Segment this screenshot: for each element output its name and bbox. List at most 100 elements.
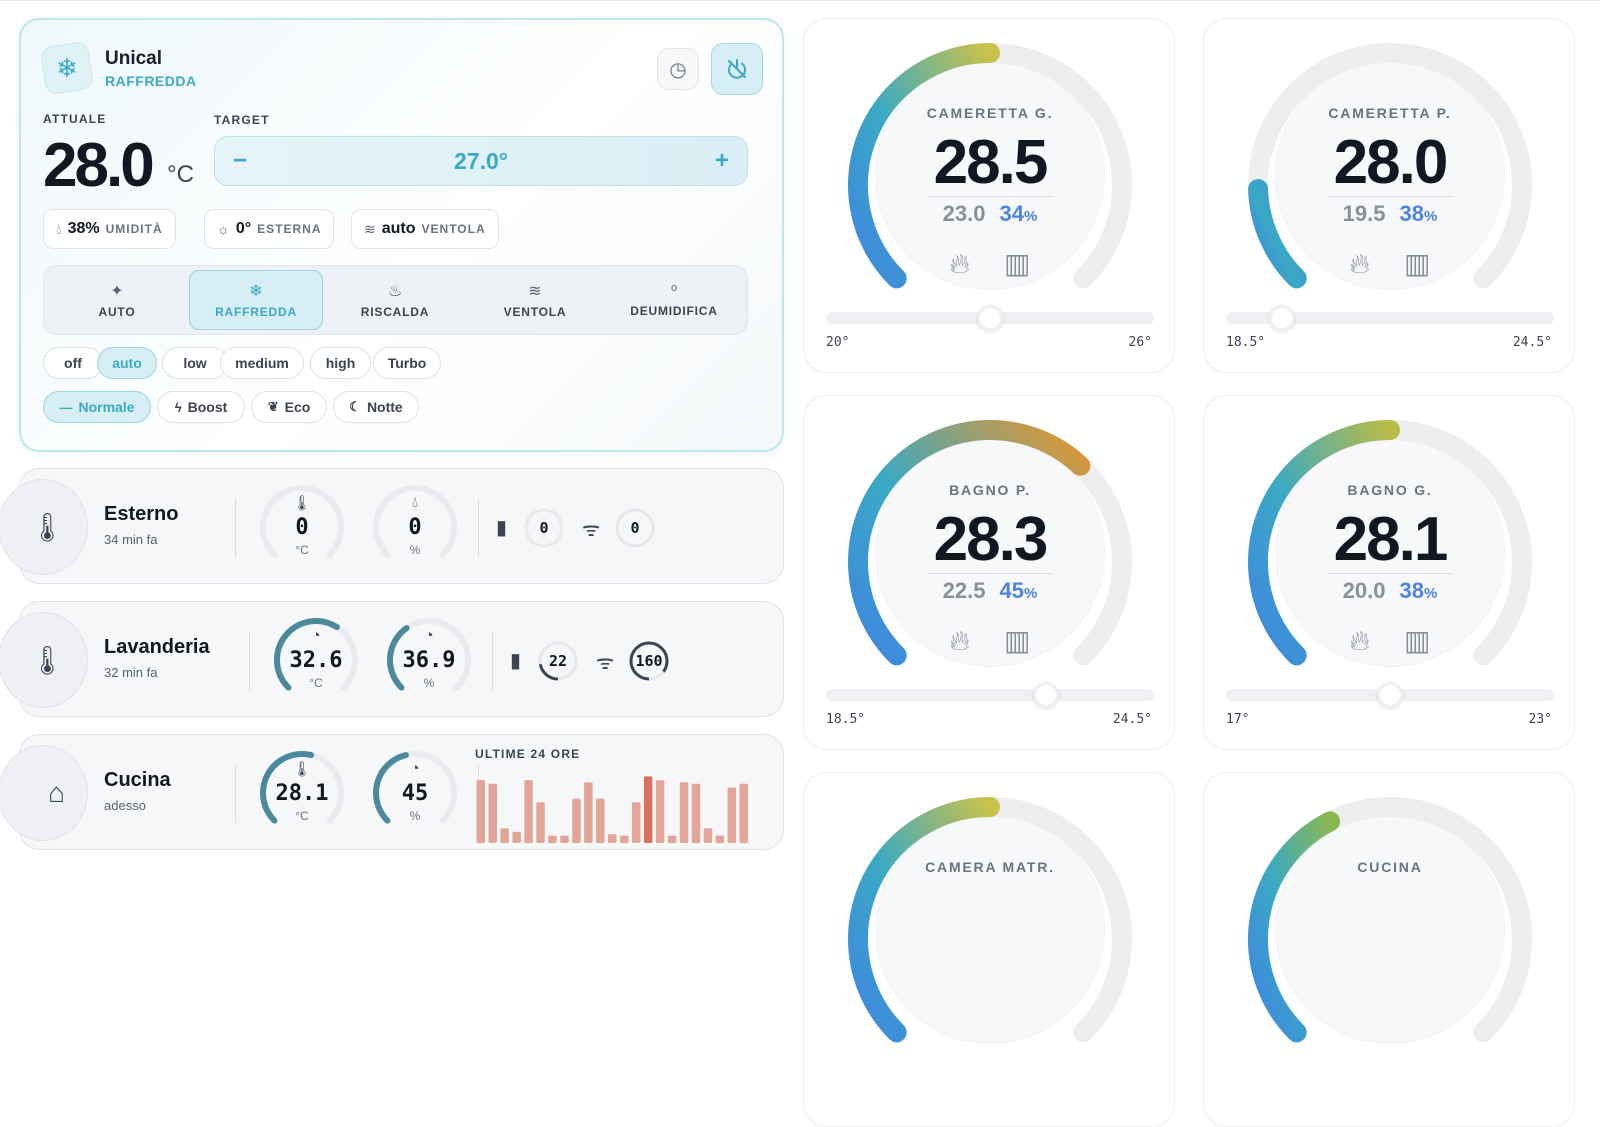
history-bar bbox=[691, 783, 701, 843]
temp-unit: °C bbox=[309, 676, 323, 690]
flame-icon: ♨ bbox=[387, 283, 403, 300]
temperature-arc[interactable] bbox=[804, 773, 1176, 1073]
thermostat-card-1[interactable]: CAMERETTA P. 28.0 19.5 38% 🔥︎▥ 18.5° 24.5° bbox=[1203, 18, 1575, 373]
preset-notte[interactable]: ☾ Notte bbox=[333, 391, 419, 423]
wind-icon: ≋ bbox=[528, 283, 542, 300]
fan-medium[interactable]: medium bbox=[220, 347, 304, 379]
history-bar bbox=[643, 776, 653, 843]
ring bbox=[538, 641, 578, 681]
home-icon: ⌂ bbox=[0, 745, 88, 841]
sensor-card-esterno[interactable]: 🌡︎ Esterno 34 min fa 🌡︎ 0 °C 💧︎ 0 % ▮ 0 … bbox=[0, 468, 784, 584]
status-icons: 🔥︎▥ bbox=[804, 247, 1176, 281]
history-bar bbox=[536, 802, 545, 843]
mode-label: RISCALDA bbox=[360, 305, 430, 319]
sparkles-icon: ✦ bbox=[110, 283, 124, 300]
thermostat-name: BAGNO P. bbox=[949, 482, 1031, 498]
separator bbox=[1328, 196, 1452, 197]
dial-face bbox=[876, 438, 1104, 666]
slider-knob[interactable] bbox=[1032, 682, 1059, 708]
sensor-time: adesso bbox=[104, 798, 146, 813]
outdoor-chip: ☼ 0° ESTERNA bbox=[204, 209, 335, 249]
current-temp: 28.3 bbox=[933, 505, 1049, 574]
preset-normale[interactable]: — Normale bbox=[43, 391, 151, 423]
target-temp: 27.0° bbox=[454, 147, 508, 174]
fan-high[interactable]: high bbox=[310, 347, 371, 379]
thermostat-card-0[interactable]: CAMERETTA G. 28.5 23.0 34% 🔥︎▥ 20° 26° bbox=[803, 18, 1175, 373]
history-bar bbox=[727, 787, 737, 843]
preset-label: Normale bbox=[78, 399, 135, 415]
dial-face bbox=[876, 61, 1104, 289]
hvac-mode-selector: ✦ AUTO ❄ RAFFREDDA ♨ RISCALDA ≋ VENTOLA ᵒ DEU… bbox=[43, 265, 748, 335]
signal-gauge: 0 bbox=[614, 507, 656, 549]
preset-boost[interactable]: ϟ Boost bbox=[157, 391, 245, 423]
target-slider[interactable] bbox=[1226, 682, 1554, 708]
mode-label: DEUMIDIFICA bbox=[630, 304, 718, 318]
mode-auto[interactable]: ✦ AUTO bbox=[50, 270, 184, 330]
history-chart-label: ULTIME 24 ORE bbox=[475, 747, 581, 761]
sensor-card-lavanderia[interactable]: 🌡︎ Lavanderia 32 min fa ◔ 32.6 °C ◔ 36.9… bbox=[0, 601, 784, 717]
target-control: − 27.0° + bbox=[214, 136, 748, 186]
target-slider[interactable] bbox=[1226, 305, 1554, 331]
target-slider[interactable] bbox=[826, 305, 1154, 331]
humidity-value: 38% bbox=[1399, 201, 1438, 226]
target-temp: 19.5 bbox=[1342, 201, 1386, 226]
fan-off[interactable]: off bbox=[43, 347, 103, 379]
thermostat-card-4[interactable]: CAMERA MATR. bbox=[803, 772, 1175, 1127]
mode-fan[interactable]: ≋ VENTOLA bbox=[468, 270, 602, 330]
arc-fill bbox=[848, 797, 1000, 1043]
current-temp: 28.1 bbox=[1333, 505, 1449, 574]
current-temp-unit: °C bbox=[167, 161, 194, 188]
minus-icon: — bbox=[59, 399, 73, 415]
divider bbox=[235, 499, 236, 557]
target-temp: 22.5 bbox=[942, 578, 986, 603]
clock-icon: ◷ bbox=[669, 58, 687, 81]
decrease-target-button[interactable]: − bbox=[233, 147, 248, 174]
mode-label: AUTO bbox=[98, 305, 136, 319]
droplets-icon: ᵒ bbox=[670, 282, 678, 299]
sensor-card-cucina[interactable]: ⌂ Cucina adesso 🌡︎ 28.1 °C ◔ 45 % ULTIME… bbox=[0, 734, 784, 850]
history-bar bbox=[488, 783, 497, 843]
slider-knob[interactable] bbox=[1268, 305, 1295, 331]
temperature-arc[interactable] bbox=[1204, 396, 1576, 696]
target-temp: 20.0 bbox=[1342, 578, 1386, 603]
current-temp: 28.5 bbox=[933, 128, 1049, 197]
signal-value: 160 bbox=[635, 652, 663, 670]
target-slider[interactable] bbox=[826, 682, 1154, 708]
temperature-arc[interactable] bbox=[1204, 773, 1576, 1073]
droplet-icon: 💧︎ bbox=[411, 494, 418, 511]
battery-value: 0 bbox=[539, 519, 549, 537]
status-icons: 🔥︎▥ bbox=[804, 624, 1176, 658]
mode-cool[interactable]: ❄ RAFFREDDA bbox=[189, 270, 323, 330]
fan-turbo[interactable]: Turbo bbox=[373, 347, 441, 379]
gauge-arc bbox=[260, 485, 344, 558]
sub-values: 19.5 38% bbox=[1204, 201, 1576, 227]
slider-knob[interactable] bbox=[1377, 682, 1403, 708]
temperature-arc[interactable] bbox=[804, 396, 1176, 696]
preset-eco[interactable]: ❦ Eco bbox=[251, 391, 327, 423]
thermometer-icon: 🌡︎ bbox=[292, 761, 312, 778]
mode-heat[interactable]: ♨ RISCALDA bbox=[328, 270, 462, 330]
power-button[interactable] bbox=[711, 43, 763, 95]
mode-dry[interactable]: ᵒ DEUMIDIFICA bbox=[607, 270, 741, 330]
dial-face bbox=[1276, 61, 1504, 289]
increase-target-button[interactable]: + bbox=[714, 147, 729, 174]
fan-low[interactable]: low bbox=[162, 347, 228, 379]
thermostat-card-5[interactable]: CUCINA bbox=[1203, 772, 1575, 1127]
thermostat-card-2[interactable]: BAGNO P. 28.3 22.5 45% 🔥︎▥ 18.5° 24.5° bbox=[803, 395, 1175, 750]
slider-knob[interactable] bbox=[977, 305, 1003, 331]
fan-auto[interactable]: auto bbox=[97, 347, 157, 379]
gauge-icon: ◔ bbox=[410, 760, 420, 777]
thermostat-card-3[interactable]: BAGNO G. 28.1 20.0 38% 🔥︎▥ 17° 23° bbox=[1203, 395, 1575, 750]
humidity-gauge: ◔ 36.9 % bbox=[383, 614, 475, 706]
battery-gauge: 0 bbox=[523, 507, 565, 549]
climate-card: ❄ Unical RAFFREDDA ◷ ATTUALE 28.0 °C TAR… bbox=[19, 18, 784, 452]
temperature-arc[interactable] bbox=[804, 19, 1176, 319]
radiator-icon: ▥ bbox=[1004, 248, 1065, 279]
leaf-icon: ❦ bbox=[267, 399, 279, 414]
slider-max: 24.5° bbox=[1512, 335, 1552, 350]
schedule-button[interactable]: ◷ bbox=[657, 48, 699, 90]
temperature-arc[interactable] bbox=[1204, 19, 1576, 319]
battery-icon: ▮ bbox=[510, 650, 522, 672]
humidity-value: 38% bbox=[67, 220, 100, 237]
history-bar bbox=[739, 783, 748, 843]
